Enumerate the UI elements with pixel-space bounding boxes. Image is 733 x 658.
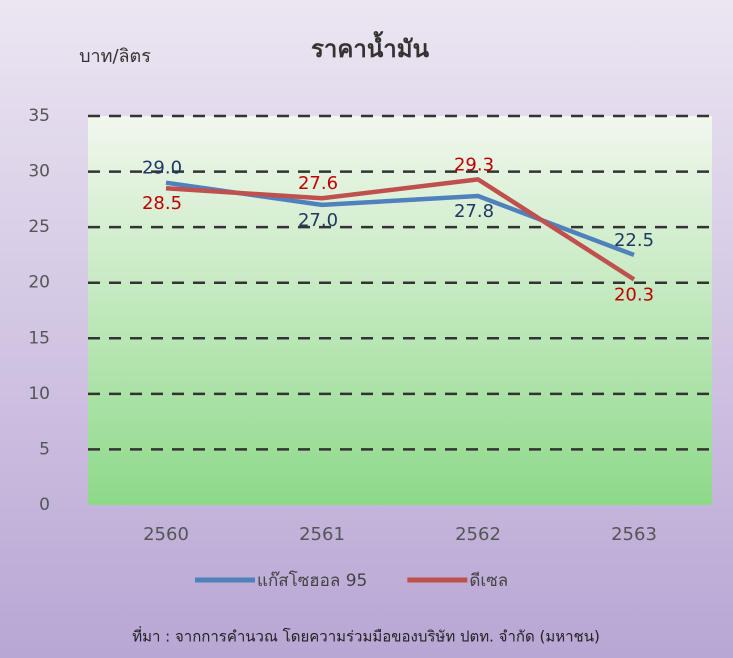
y-axis-label: บาท/ลิตร	[79, 46, 151, 67]
legend-label: ดีเซล	[469, 571, 508, 591]
data-label: 29.0	[142, 158, 182, 179]
y-tick-label: 35	[28, 106, 50, 126]
y-tick-label: 0	[39, 495, 50, 515]
data-label: 20.3	[614, 284, 654, 305]
x-tick-label: 2562	[455, 524, 501, 545]
page: ราคาน้ำมัน บาท/ลิตร ที่มา : จากการคำนวณ …	[0, 0, 733, 658]
chart: ราคาน้ำมัน บาท/ลิตร ที่มา : จากการคำนวณ …	[0, 0, 733, 658]
data-label: 27.8	[454, 201, 494, 222]
data-label: 22.5	[614, 230, 654, 251]
chart-title: ราคาน้ำมัน	[311, 30, 430, 63]
x-tick-label: 2563	[611, 524, 657, 545]
source-note: ที่มา : จากการคำนวณ โดยความร่วมมือของบริ…	[132, 626, 600, 646]
y-tick-label: 20	[28, 273, 50, 293]
y-tick-label: 10	[28, 384, 50, 404]
x-tick-label: 2561	[299, 524, 345, 545]
y-tick-label: 30	[28, 162, 50, 182]
x-tick-label: 2560	[143, 524, 189, 545]
y-tick-label: 15	[28, 328, 50, 348]
y-tick-label: 5	[39, 439, 50, 459]
data-label: 27.0	[298, 210, 338, 231]
y-tick-label: 25	[28, 217, 50, 237]
legend-label: แก๊สโซฮอล 95	[257, 570, 367, 591]
data-label: 29.3	[454, 154, 494, 175]
data-label: 27.6	[298, 173, 338, 194]
data-label: 28.5	[142, 193, 182, 214]
